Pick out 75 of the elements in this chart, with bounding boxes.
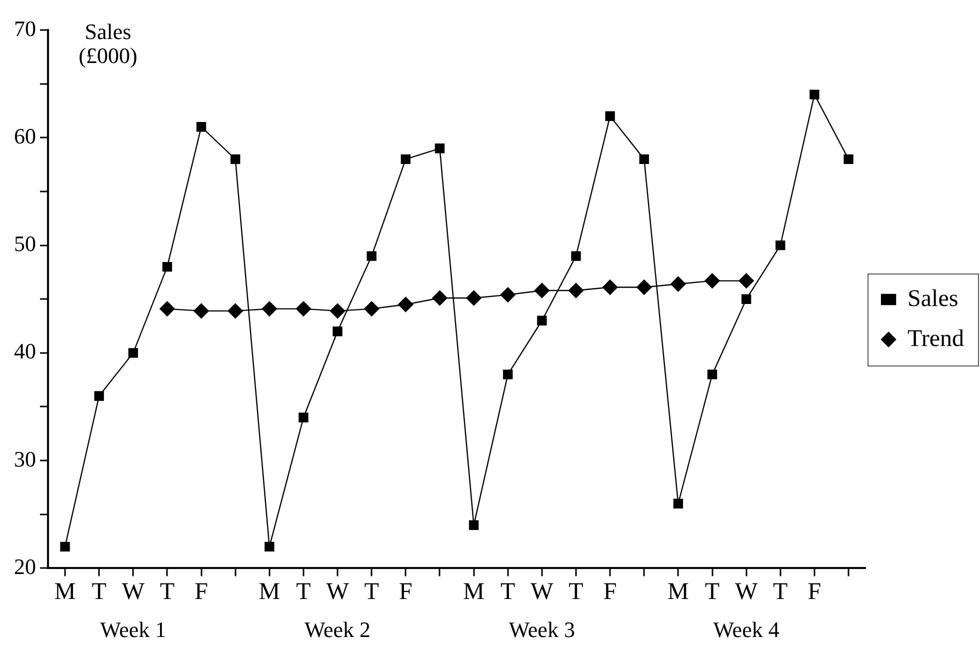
- x-tick-label: W: [122, 578, 145, 605]
- point: [568, 282, 584, 298]
- x-tick-label: T: [160, 578, 175, 605]
- text: Week 2: [304, 616, 371, 642]
- point: [432, 290, 448, 306]
- point: [330, 303, 346, 319]
- x-tick-label: T: [92, 578, 107, 605]
- point: [160, 301, 175, 316]
- point: [503, 370, 513, 380]
- point: [128, 348, 138, 358]
- point: [602, 280, 618, 295]
- y-tick-label: 20: [14, 554, 36, 579]
- point: [94, 391, 104, 401]
- point: [810, 90, 820, 100]
- text: Week 1: [100, 616, 166, 642]
- y-tick-label: 40: [14, 338, 36, 364]
- x-tick-label: M: [258, 578, 280, 605]
- x-tick-label: T: [364, 578, 380, 605]
- point: [776, 240, 786, 250]
- point: [636, 280, 652, 295]
- point: [707, 370, 718, 380]
- point: [738, 273, 754, 288]
- point: [605, 111, 615, 121]
- y-tick-label: 60: [14, 123, 36, 148]
- x-tick-label: F: [603, 578, 617, 605]
- point: [162, 262, 172, 272]
- point: [230, 154, 240, 164]
- x-tick-label: W: [530, 578, 554, 605]
- point: [844, 154, 854, 164]
- point: [332, 326, 342, 336]
- x-tick-label: F: [398, 578, 412, 605]
- point: [468, 520, 479, 530]
- x-tick-label: T: [704, 578, 720, 605]
- point: [571, 251, 581, 261]
- point: [398, 296, 414, 312]
- x-tick-label: T: [500, 578, 516, 605]
- y-tick-label: 30: [14, 446, 36, 472]
- y-tick-label: 70: [14, 16, 36, 41]
- text: Week 3: [508, 616, 575, 642]
- point: [434, 144, 445, 154]
- point: [741, 294, 752, 304]
- legend-label: Sales: [908, 286, 958, 312]
- x-tick-label: F: [808, 578, 822, 605]
- point: [670, 276, 686, 292]
- point: [639, 154, 649, 164]
- x-tick-label: M: [54, 578, 76, 605]
- x-tick-label: W: [326, 578, 350, 605]
- point: [60, 542, 70, 552]
- point: [466, 290, 482, 306]
- point: [196, 122, 206, 132]
- point: [366, 251, 376, 261]
- y-axis-title: Sales (£000): [78, 18, 138, 68]
- point: [534, 282, 550, 298]
- x-tick-label: T: [296, 578, 312, 605]
- point: [298, 412, 308, 422]
- point: [228, 303, 243, 319]
- y-tick-label: 50: [14, 231, 36, 256]
- point: [364, 301, 380, 316]
- point: [673, 498, 684, 508]
- x-tick-label: T: [773, 578, 788, 605]
- point: [537, 316, 547, 326]
- x-tick-label: M: [668, 578, 689, 605]
- x-tick-label: W: [734, 578, 758, 605]
- point: [262, 301, 278, 316]
- x-tick-label: T: [568, 578, 584, 605]
- point: [296, 301, 312, 316]
- point: [400, 154, 411, 164]
- legend-label: Trend: [908, 326, 964, 352]
- point: [194, 303, 209, 319]
- point: [264, 542, 274, 552]
- point: [500, 287, 516, 302]
- x-tick-label: M: [463, 578, 484, 605]
- x-tick-label: F: [194, 578, 208, 605]
- point: [704, 273, 720, 288]
- text: Week 4: [713, 616, 780, 642]
